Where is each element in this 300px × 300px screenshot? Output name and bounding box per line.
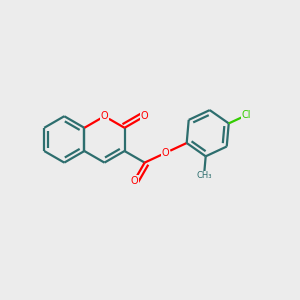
Text: O: O: [100, 111, 108, 121]
Text: CH₃: CH₃: [196, 172, 212, 181]
Text: O: O: [141, 111, 148, 121]
Text: O: O: [130, 176, 138, 186]
Text: O: O: [162, 148, 169, 158]
Text: Cl: Cl: [242, 110, 251, 120]
